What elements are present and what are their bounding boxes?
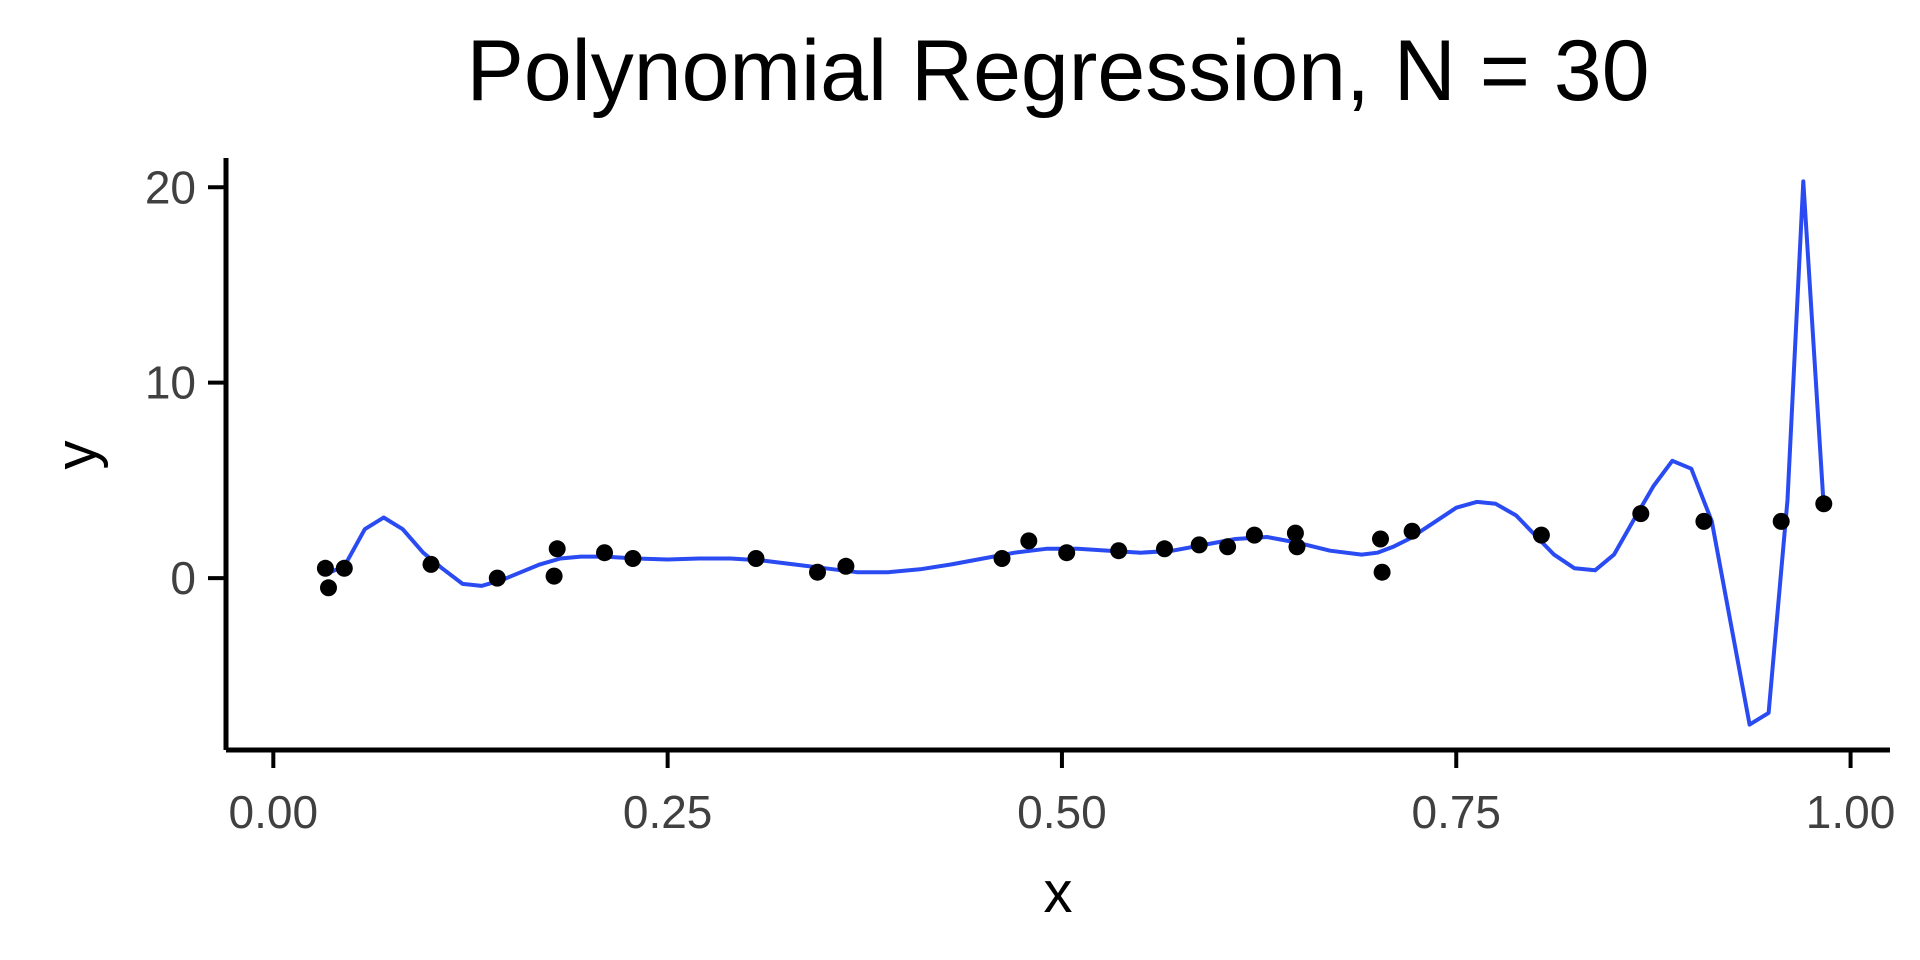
- x-tick-label: 0.25: [623, 786, 713, 838]
- y-tick-label: 0: [170, 552, 196, 604]
- data-point: [747, 550, 765, 567]
- x-tick-label: 0.50: [1017, 786, 1107, 838]
- y-tick-label: 20: [145, 161, 196, 213]
- x-tick-label: 0.00: [229, 786, 319, 838]
- data-point: [1373, 563, 1391, 581]
- data-point: [1110, 542, 1128, 560]
- data-point: [548, 540, 566, 558]
- data-point: [335, 559, 353, 577]
- data-point: [1219, 538, 1237, 556]
- chart-title: Polynomial Regression, N = 30: [466, 23, 1649, 119]
- axes: 0.00 0.25 0.50 0.75 1.00 0 10 20: [145, 158, 1896, 838]
- data-point: [1058, 544, 1076, 562]
- fit-line: [323, 179, 1826, 727]
- data-point: [1695, 512, 1713, 530]
- data-point: [1156, 540, 1173, 558]
- data-point: [1288, 538, 1306, 556]
- x-axis-label: x: [1044, 860, 1073, 925]
- data-point: [316, 559, 334, 577]
- data-point: [1632, 505, 1650, 523]
- data-point: [837, 557, 855, 575]
- data-point: [422, 555, 440, 573]
- data-point: [1815, 495, 1833, 513]
- data-point: [624, 550, 642, 567]
- data-point: [545, 567, 563, 585]
- data-point: [1403, 522, 1421, 540]
- data-point: [1190, 536, 1208, 554]
- data-point: [1772, 512, 1790, 530]
- x-tick-label: 0.75: [1411, 786, 1501, 838]
- data-point: [1532, 526, 1550, 544]
- data-points-group: [316, 495, 1833, 597]
- data-point: [488, 569, 506, 587]
- data-point: [596, 544, 613, 562]
- y-axis-label: y: [44, 441, 109, 470]
- y-tick-label: 10: [145, 357, 196, 409]
- data-point: [993, 550, 1011, 567]
- data-point: [320, 579, 337, 597]
- data-point: [1020, 532, 1038, 550]
- data-point: [809, 563, 826, 581]
- data-point: [1245, 526, 1263, 544]
- data-point: [1372, 530, 1389, 548]
- fit-line-group: [323, 179, 1826, 727]
- data-point: [1286, 524, 1304, 542]
- x-tick-label: 1.00: [1806, 786, 1896, 838]
